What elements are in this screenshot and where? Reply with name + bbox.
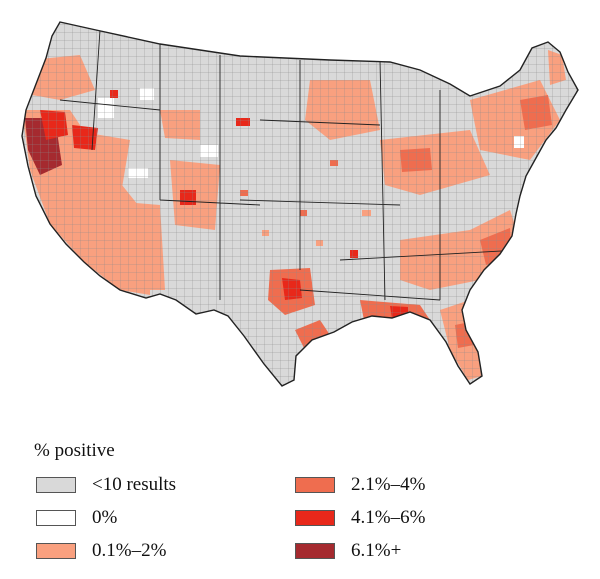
legend-swatch-0-1-2 bbox=[36, 543, 76, 559]
legend-item-4-1-6: 4.1%–6% bbox=[295, 507, 425, 529]
state-borders bbox=[59, 29, 521, 301]
county-fills bbox=[22, 22, 578, 386]
legend-swatch-lt10 bbox=[36, 477, 76, 493]
legend-swatch-zero bbox=[36, 510, 76, 526]
legend-swatch-4-1-6 bbox=[295, 510, 335, 526]
legend-item-2-1-4: 2.1%–4% bbox=[295, 474, 425, 496]
legend-label-2-1-4: 2.1%–4% bbox=[351, 474, 426, 495]
map-layer bbox=[21, 21, 579, 387]
legend-item-6-1-plus: 6.1%+ bbox=[295, 540, 401, 562]
legend-item-lt10: <10 results bbox=[36, 474, 176, 496]
us-county-map bbox=[21, 21, 579, 387]
legend-item-zero: 0% bbox=[36, 507, 117, 529]
legend-label-lt10: <10 results bbox=[92, 474, 177, 495]
legend-label-6-1-plus: 6.1%+ bbox=[351, 540, 402, 561]
legend-item-0-1-2: 0.1%–2% bbox=[36, 540, 166, 562]
legend-swatch-2-1-4 bbox=[295, 477, 335, 493]
legend-title: % positive bbox=[34, 440, 115, 461]
legend-label-zero: 0% bbox=[92, 507, 118, 528]
legend-label-4-1-6: 4.1%–6% bbox=[351, 507, 426, 528]
legend-swatch-6-1-plus bbox=[295, 543, 335, 559]
legend-label-0-1-2: 0.1%–2% bbox=[92, 540, 167, 561]
